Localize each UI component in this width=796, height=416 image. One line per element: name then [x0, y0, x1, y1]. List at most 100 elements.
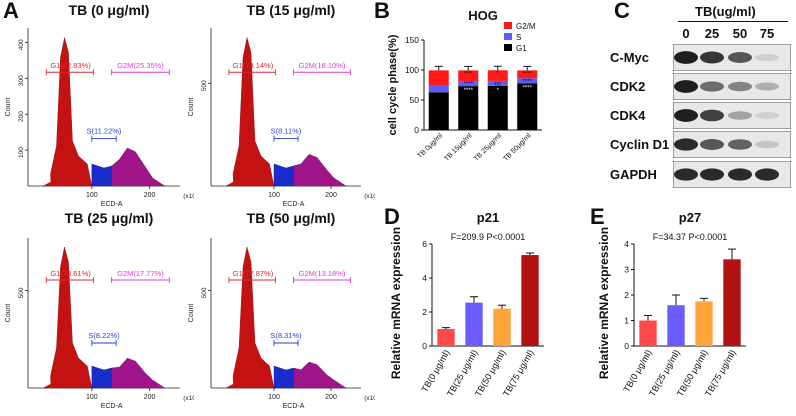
blot-lane-label: 25 [704, 26, 720, 41]
significance-marker: **** [464, 88, 474, 94]
stacked-bar-segment-s [517, 78, 538, 84]
x-tick-label: TB(0 μg/ml) [621, 348, 653, 394]
legend-label: G2/M [516, 22, 536, 31]
stacked-bar-segment-g1 [487, 85, 508, 130]
bar [723, 259, 741, 346]
y-axis-label: Relative mRNA expression [597, 227, 611, 379]
blot-band [700, 81, 724, 92]
blot-band [700, 139, 724, 150]
blot-band [674, 168, 698, 181]
x-unit-label: (x10⁴) [183, 193, 194, 200]
blot-band [728, 168, 752, 181]
stacked-bar-segment-s [428, 85, 449, 93]
blot-band [755, 111, 779, 120]
y-tick-label: 0 [414, 125, 419, 135]
legend-label: G1 [516, 44, 527, 53]
stacked-bar-segment-g1 [428, 92, 449, 130]
y-tick-label: 0 [422, 341, 427, 351]
y-tick-label: 2 [624, 290, 629, 300]
x-tick-label: 200 [144, 394, 156, 401]
y-tick-label: 500 [201, 287, 208, 298]
blot-band [755, 53, 779, 62]
significance-marker: * [497, 71, 500, 77]
chart-title: p21 [477, 210, 499, 225]
x-tick-label: 100 [86, 394, 98, 401]
y-axis-label: Count [5, 304, 12, 323]
chart-title: HOG [468, 8, 498, 23]
blot-dose-header: TB(ug/ml) [695, 4, 756, 19]
bar [465, 302, 483, 346]
legend-swatch [504, 33, 512, 40]
blot-band [674, 80, 698, 93]
x-axis-label: ECD-A [283, 201, 305, 208]
x-axis-label: ECD-A [101, 201, 123, 208]
blot-dose-header-line [678, 21, 788, 22]
stacked-bar-segment-g2m [487, 70, 508, 81]
stacked-bar-segment-g1 [458, 86, 479, 130]
stacked-bar-segment-g2m [517, 70, 538, 79]
bar [437, 329, 455, 346]
y-axis-label: Count [188, 304, 195, 323]
panel-letter-e: E [590, 204, 605, 229]
y-tick-label: 1 [624, 316, 629, 326]
x-tick-label: TB(0 μg/ml) [419, 348, 451, 394]
y-tick-label: 300 [18, 75, 25, 86]
g1-histogram-area [225, 37, 275, 187]
chart-statistic: F=34.37 P<0.0001 [653, 232, 728, 242]
y-axis-label: Count [188, 98, 195, 117]
blot-band [728, 111, 752, 120]
blot-strip [673, 161, 791, 188]
y-axis-label: cell cycle phase(%) [387, 34, 399, 135]
y-tick-label: 4 [624, 239, 629, 249]
blot-band [674, 51, 698, 64]
s-percentage-label: S(8.22%) [88, 331, 120, 340]
flow-plot-title: TB (0 μg/ml) [68, 2, 150, 18]
flow-histogram: 500 Count 100 200 ECD-A (x10⁴) G1(77.87%) G2M(1… [188, 238, 375, 410]
bar [521, 255, 539, 346]
y-tick-label: 4 [422, 273, 427, 283]
s-percentage-label: S(8.31%) [270, 331, 302, 340]
bar [667, 305, 685, 346]
blot-band [728, 81, 752, 92]
blot-band [728, 139, 752, 150]
significance-marker: **** [523, 71, 533, 77]
x-tick-label: 100 [268, 192, 280, 199]
cell-cycle-stacked-bar-chart: HOG 0 50 100 150 cell cycle phase(%) TB 0μg/ml… [387, 8, 542, 163]
y-tick-label: 200 [18, 111, 25, 122]
blot-band [755, 140, 779, 149]
stacked-bar-segment-g1 [517, 83, 538, 130]
s-histogram-area [273, 163, 294, 187]
y-tick-label: 50 [410, 95, 420, 105]
blot-band [700, 168, 724, 181]
g1-histogram-area [225, 246, 275, 389]
y-tick-label: 6 [422, 239, 427, 249]
y-tick-label: 0 [624, 341, 629, 351]
flow-histogram: 100 200 300 400 Count 100 200 ECD-A (x10⁴) G1(62.… [5, 28, 194, 208]
s-histogram-area [91, 163, 112, 187]
significance-marker: ns [495, 81, 501, 87]
blot-band [700, 109, 724, 122]
g1-histogram-area [43, 246, 93, 389]
x-axis-label: ECD-A [283, 403, 305, 410]
y-tick-label: 500 [201, 80, 208, 91]
g1-percentage-label: G1(73.14%) [233, 61, 274, 70]
x-axis-label: ECD-A [101, 403, 123, 410]
panel-letter-c: C [614, 0, 630, 23]
blot-protein-label: CDK4 [610, 108, 646, 123]
y-tick-label: 100 [18, 147, 25, 158]
x-unit-label: (x10⁴) [364, 193, 375, 200]
y-axis-label: Relative mRNA expression [389, 227, 403, 379]
g2m-percentage-label: G2M(18.10%) [299, 61, 346, 70]
y-tick-label: 3 [624, 265, 629, 275]
s-percentage-label: S(8.11%) [271, 127, 302, 136]
stacked-bar-segment-s [487, 80, 508, 86]
blot-band [755, 168, 779, 181]
flow-histogram: 500 Count 100 200 ECD-A (x10⁴) G1(73.14%) G2M(1… [188, 28, 375, 208]
x-tick-label: 200 [325, 394, 337, 401]
x-unit-label: (x10⁴) [183, 395, 194, 402]
blot-band [755, 82, 779, 91]
bar [639, 320, 657, 346]
g1-percentage-label: G1(73.61%) [50, 269, 91, 278]
y-axis-label: Count [5, 98, 12, 117]
x-tick-label: 200 [144, 192, 156, 199]
